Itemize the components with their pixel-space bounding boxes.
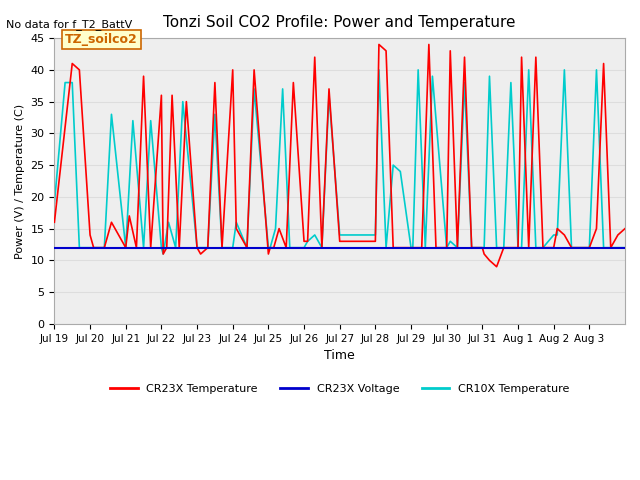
- Text: TZ_soilco2: TZ_soilco2: [65, 33, 138, 46]
- Title: Tonzi Soil CO2 Profile: Power and Temperature: Tonzi Soil CO2 Profile: Power and Temper…: [163, 15, 516, 30]
- Legend: CR23X Temperature, CR23X Voltage, CR10X Temperature: CR23X Temperature, CR23X Voltage, CR10X …: [106, 379, 574, 398]
- Y-axis label: Power (V) / Temperature (C): Power (V) / Temperature (C): [15, 103, 25, 259]
- X-axis label: Time: Time: [324, 349, 355, 362]
- Text: No data for f_T2_BattV: No data for f_T2_BattV: [6, 19, 132, 30]
